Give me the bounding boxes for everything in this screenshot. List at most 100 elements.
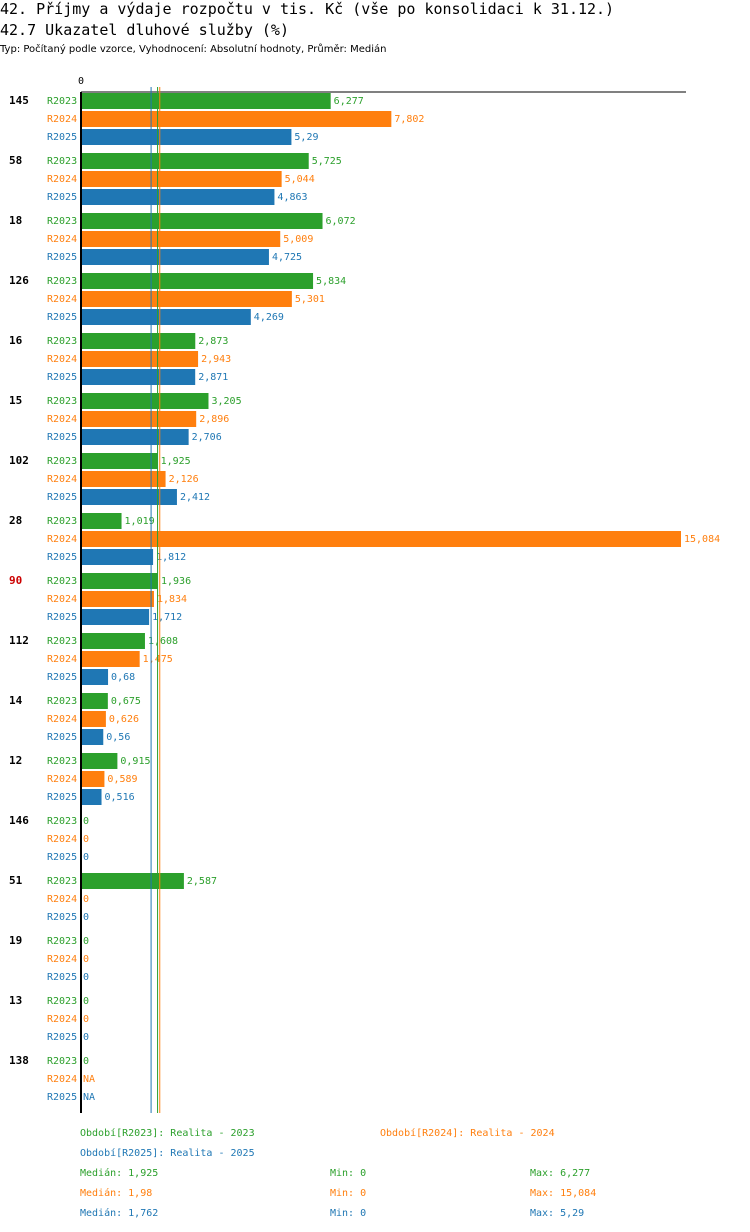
bar-14-R2023 [81, 693, 108, 709]
data-label: 6,072 [326, 216, 356, 227]
series-label: R2024 [47, 594, 77, 605]
bar-102-R2023 [81, 453, 158, 469]
series-label: R2023 [47, 576, 77, 587]
series-label: R2025 [47, 552, 77, 563]
series-label: R2023 [47, 516, 77, 527]
bar-18-R2025 [81, 249, 269, 265]
data-label: 2,412 [180, 492, 210, 503]
bar-15-R2023 [81, 393, 209, 409]
stat-min-r2025: Min: 0 [330, 1208, 367, 1219]
series-label: R2025 [47, 852, 77, 863]
category-label-146: 146 [9, 814, 29, 827]
series-label: R2024 [47, 534, 77, 545]
bar-90-R2025 [81, 609, 150, 625]
series-label: R2025 [47, 912, 77, 923]
bar-112-R2025 [81, 669, 109, 685]
series-label: R2025 [47, 492, 77, 503]
bar-112-R2023 [81, 633, 145, 649]
data-label: 0 [83, 834, 89, 845]
data-label: 1,712 [152, 612, 182, 623]
data-label: 0 [83, 1056, 89, 1067]
bar-90-R2024 [81, 591, 154, 607]
data-label: 0 [83, 816, 89, 827]
data-label: 0,626 [109, 714, 139, 725]
bar-58-R2023 [81, 153, 309, 169]
chart-title: 42. Příjmy a výdaje rozpočtu v tis. Kč (… [0, 0, 615, 18]
series-label: R2025 [47, 1092, 77, 1103]
bar-126-R2025 [81, 309, 251, 325]
series-label: R2024 [47, 954, 77, 965]
stat-max-r2024: Max: 15,084 [530, 1188, 597, 1199]
bar-58-R2024 [81, 171, 282, 187]
data-label: 1,834 [157, 594, 187, 605]
category-label-28: 28 [9, 514, 22, 527]
data-label: 2,587 [187, 876, 217, 887]
series-label: R2025 [47, 432, 77, 443]
series-label: R2023 [47, 276, 77, 287]
series-label: R2024 [47, 174, 77, 185]
data-label: 4,725 [272, 252, 302, 263]
data-label: 3,205 [211, 396, 241, 407]
category-label-102: 102 [9, 454, 29, 467]
series-label: R2024 [47, 294, 77, 305]
data-label: 0 [83, 852, 89, 863]
series-label: R2025 [47, 792, 77, 803]
series-label: R2025 [47, 132, 77, 143]
stat-median-r2023: Medián: 1,925 [80, 1168, 159, 1179]
bar-16-R2025 [81, 369, 196, 385]
bar-12-R2023 [81, 753, 118, 769]
series-label: R2023 [47, 876, 77, 887]
data-label: 0,516 [105, 792, 135, 803]
series-label: R2023 [47, 96, 77, 107]
category-label-90: 90 [9, 574, 22, 587]
category-label-15: 15 [9, 394, 22, 407]
series-label: R2024 [47, 714, 77, 725]
legend-r2024: Období[R2024]: Realita - 2024 [380, 1128, 555, 1139]
x-axis-zero-label: 0 [78, 76, 84, 87]
bar-14-R2024 [81, 711, 106, 727]
series-label: R2023 [47, 156, 77, 167]
series-label: R2023 [47, 756, 77, 767]
bar-12-R2024 [81, 771, 105, 787]
series-label: R2023 [47, 396, 77, 407]
data-label: 2,943 [201, 354, 231, 365]
series-label: R2023 [47, 636, 77, 647]
category-label-112: 112 [9, 634, 29, 647]
bar-28-R2024 [81, 531, 681, 547]
data-label: 0 [83, 954, 89, 965]
data-label: 0 [83, 936, 89, 947]
data-label: 0 [83, 912, 89, 923]
bar-51-R2023 [81, 873, 184, 889]
series-label: R2025 [47, 372, 77, 383]
bar-12-R2025 [81, 789, 102, 805]
bar-102-R2025 [81, 489, 177, 505]
series-label: R2023 [47, 216, 77, 227]
series-label: R2025 [47, 252, 77, 263]
data-label: 0 [83, 894, 89, 905]
series-label: R2025 [47, 672, 77, 683]
series-label: R2024 [47, 834, 77, 845]
bar-16-R2023 [81, 333, 196, 349]
series-label: R2024 [47, 474, 77, 485]
data-label: 4,863 [277, 192, 307, 203]
series-label: R2023 [47, 1056, 77, 1067]
bar-18-R2023 [81, 213, 323, 229]
series-label: R2023 [47, 996, 77, 1007]
data-label: 0 [83, 1032, 89, 1043]
series-label: R2024 [47, 654, 77, 665]
stat-max-r2023: Max: 6,277 [530, 1168, 591, 1179]
series-label: R2023 [47, 936, 77, 947]
bar-15-R2024 [81, 411, 197, 427]
series-label: R2025 [47, 972, 77, 983]
data-label: 0,675 [111, 696, 141, 707]
bar-14-R2025 [81, 729, 104, 745]
stat-min-r2023: Min: 0 [330, 1168, 367, 1179]
series-label: R2024 [47, 894, 77, 905]
category-label-58: 58 [9, 154, 22, 167]
data-label: 2,871 [198, 372, 228, 383]
stat-median-r2024: Medián: 1,98 [80, 1188, 153, 1199]
data-label: 1,019 [125, 516, 155, 527]
data-label: 1,925 [161, 456, 191, 467]
bar-16-R2024 [81, 351, 199, 367]
